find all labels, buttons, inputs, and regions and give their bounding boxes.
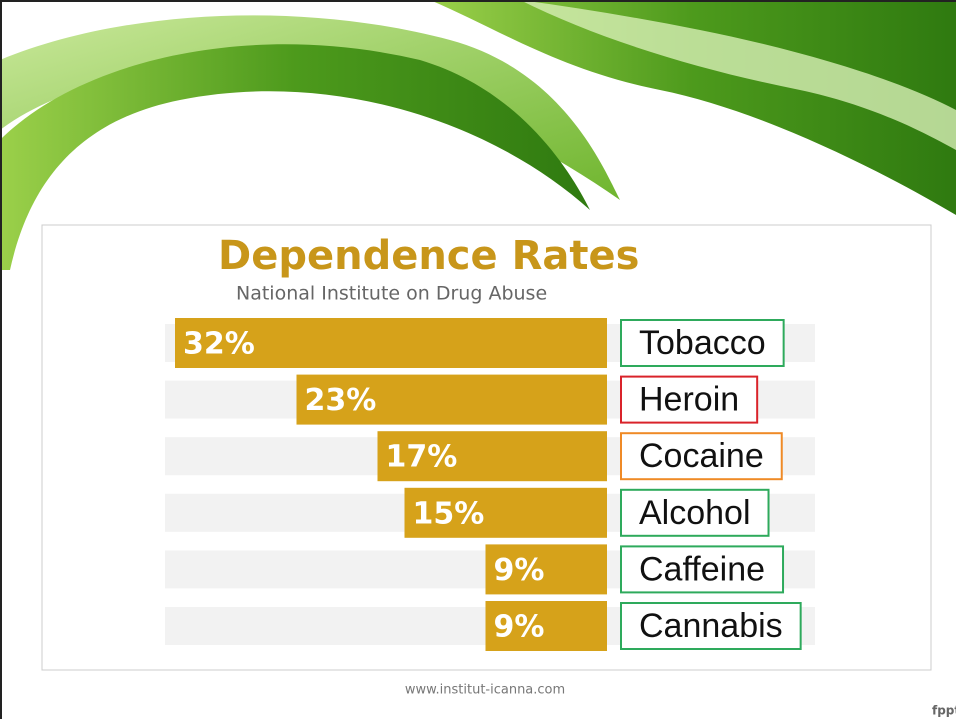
category-box	[620, 319, 785, 367]
swoosh-highlight	[520, 0, 956, 150]
value-label: 9%	[494, 553, 545, 588]
category-label: Cannabis	[639, 607, 783, 645]
bar	[485, 544, 607, 595]
swoosh	[0, 44, 590, 271]
category-box	[620, 375, 759, 424]
value-label: 32%	[183, 327, 255, 362]
value-label: 9%	[494, 610, 545, 645]
bar	[175, 318, 607, 368]
category-box	[620, 488, 770, 537]
value-label: 15%	[413, 496, 485, 531]
bar	[296, 374, 607, 425]
category-label: Cocaine	[639, 437, 764, 475]
swoosh	[430, 0, 956, 215]
category-label: Caffeine	[639, 550, 765, 588]
category-label: Heroin	[639, 381, 739, 419]
category-label: Alcohol	[639, 494, 751, 532]
category-box	[620, 602, 802, 650]
value-label: 23%	[305, 383, 377, 418]
bar	[404, 487, 607, 538]
bar	[485, 601, 607, 651]
chart-title: Dependence Rates	[218, 233, 639, 279]
chart-subtitle: National Institute on Drug Abuse	[236, 283, 547, 305]
footer-brand: fppt.com	[932, 704, 956, 718]
category-label: Tobacco	[639, 324, 766, 362]
footer-source: www.institut-icanna.com	[405, 683, 565, 698]
value-label: 17%	[386, 440, 458, 475]
category-box	[620, 545, 785, 594]
category-box	[620, 432, 783, 481]
bar	[377, 431, 607, 482]
